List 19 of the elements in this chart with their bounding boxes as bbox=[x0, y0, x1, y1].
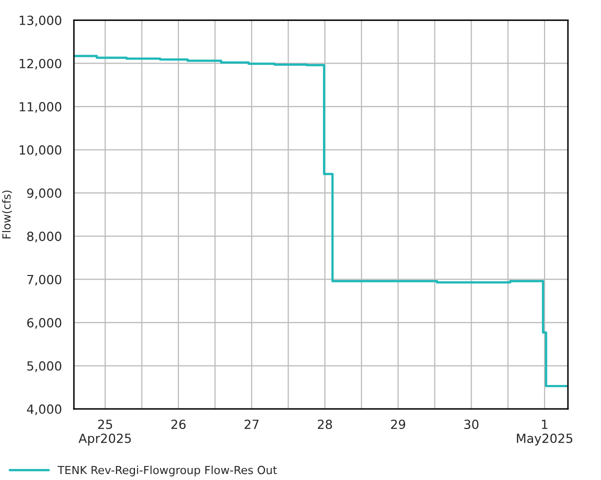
y-tick-label: 5,000 bbox=[27, 361, 62, 372]
y-tick-label: 7,000 bbox=[27, 274, 62, 286]
x-tick-label: 1 May2025 bbox=[516, 420, 572, 446]
y-tick-label: 10,000 bbox=[20, 145, 62, 156]
y-tick-label: 12,000 bbox=[20, 58, 62, 70]
x-tick-label: 27 bbox=[244, 420, 259, 429]
x-tick-label: 28 bbox=[318, 420, 332, 430]
y-tick-label: 8,000 bbox=[27, 232, 62, 242]
y-tick-label: 4,000 bbox=[26, 404, 62, 416]
y-axis-title: Flow(cfs) bbox=[2, 190, 12, 238]
legend-label: TENK Rev-Regi-Flowgroup Flow-Res Out bbox=[58, 466, 277, 476]
y-tick-label: 9,000 bbox=[27, 188, 62, 200]
y-tick-label: 13,000 bbox=[20, 16, 62, 26]
x-tick-label: 26 bbox=[171, 420, 186, 430]
x-tick-label: 30 bbox=[464, 420, 478, 430]
x-tick-label: 29 bbox=[391, 420, 406, 430]
x-tick-label: 25 Apr2025 bbox=[78, 420, 131, 446]
y-tick-label: 11,000 bbox=[20, 102, 62, 113]
y-tick-label: 6,000 bbox=[27, 318, 62, 329]
